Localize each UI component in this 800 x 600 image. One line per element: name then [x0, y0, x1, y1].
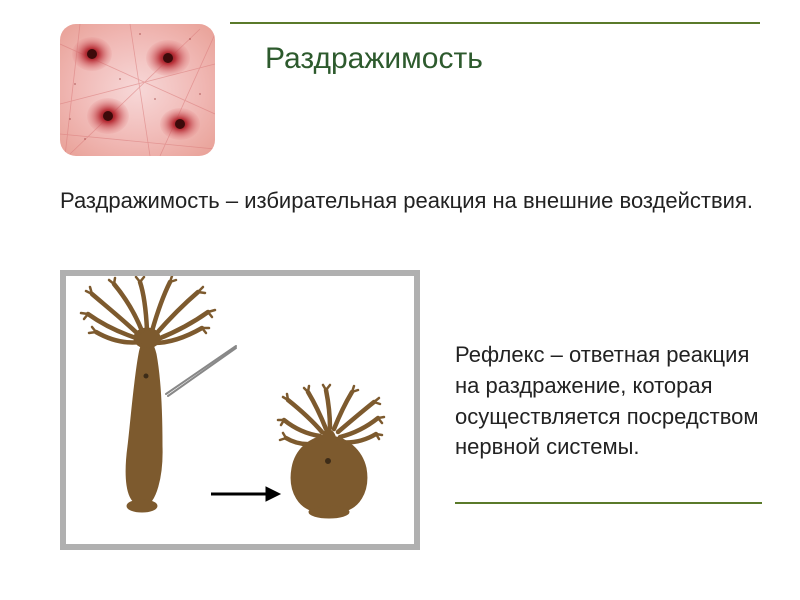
- neuron-microscopy-image: [60, 24, 215, 156]
- definition-text: Раздражимость – избирательная реакция на…: [60, 186, 760, 216]
- hydra-extended: [81, 276, 215, 512]
- slide-title: Раздражимость: [265, 42, 483, 76]
- arrow-right-icon: [211, 487, 280, 501]
- hydra-contracted: [278, 385, 384, 518]
- reflex-definition-text: Рефлекс – ответная реакция на раздражени…: [455, 340, 762, 463]
- header-rule: [230, 22, 760, 24]
- footer-rule: [455, 502, 762, 504]
- hydra-reflex-diagram: [60, 270, 420, 550]
- needle-icon: [166, 346, 236, 396]
